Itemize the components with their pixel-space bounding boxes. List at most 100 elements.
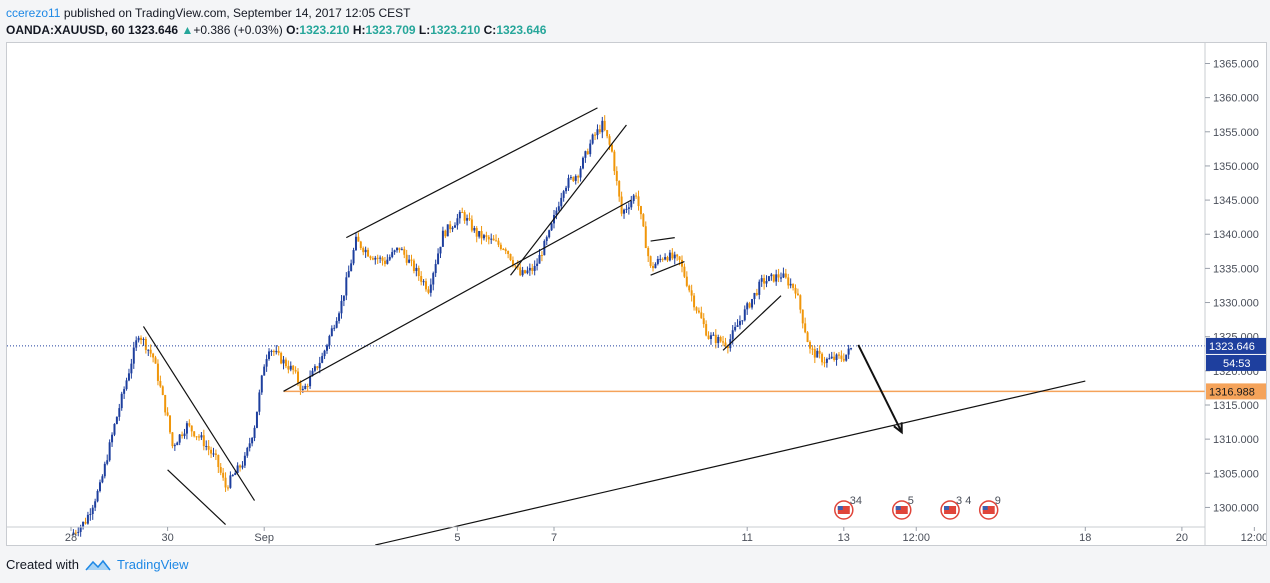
candle-body xyxy=(451,227,454,230)
candle-body xyxy=(606,130,609,137)
candle-body xyxy=(734,326,737,331)
candle-body xyxy=(823,362,826,364)
candle-body xyxy=(299,382,302,390)
candle-body xyxy=(654,263,657,269)
candle-body xyxy=(193,431,196,437)
low-label: L: xyxy=(418,23,431,37)
candle-body xyxy=(91,507,94,515)
candle-body xyxy=(149,349,152,354)
candle-body xyxy=(748,303,751,308)
candle-body xyxy=(649,256,652,266)
y-tick-label: 1360.000 xyxy=(1213,93,1259,105)
candle-body xyxy=(396,247,399,251)
candle-body xyxy=(210,449,213,454)
channel-upper xyxy=(346,107,598,239)
candle-body xyxy=(400,249,403,251)
candle-body xyxy=(169,415,172,433)
chart-frame[interactable]: 34 5 3 4 9 1300.000 1305.000 1310.000 1315.000… xyxy=(6,42,1267,546)
candle-body xyxy=(613,151,616,172)
candle-body xyxy=(743,309,746,321)
x-tick-label: 11 xyxy=(741,532,752,544)
candle-body xyxy=(408,259,411,263)
candle-body xyxy=(164,394,167,413)
candle-body xyxy=(101,476,104,483)
tradingview-brand-link[interactable]: TradingView xyxy=(116,557,189,572)
candle-body xyxy=(347,271,350,278)
candle-body xyxy=(415,267,418,271)
candle-body xyxy=(789,283,792,286)
candle-body xyxy=(572,177,575,181)
candle-body xyxy=(325,345,328,351)
candle-body xyxy=(596,129,599,136)
candle-body xyxy=(837,354,840,356)
candle-body xyxy=(825,358,828,363)
candle-body xyxy=(804,323,807,333)
x-tick-label: Sep xyxy=(254,532,274,544)
candle-body xyxy=(173,445,176,447)
candle-body xyxy=(830,356,833,359)
tradingview-logo-icon xyxy=(85,559,111,570)
candle-body xyxy=(736,325,739,327)
candle-body xyxy=(656,259,659,264)
flag-lower xyxy=(650,261,685,276)
candle-body xyxy=(125,380,128,390)
candle-body xyxy=(637,196,640,207)
candle-body xyxy=(77,531,80,533)
y-tick-label: 1300.000 xyxy=(1213,502,1259,514)
last-price-label: 1323.646 xyxy=(1209,341,1255,353)
change-value: +0.386 (+0.03%) xyxy=(193,23,283,37)
candle-body xyxy=(231,475,234,477)
candle-body xyxy=(724,342,727,347)
candle-body xyxy=(333,327,336,329)
candle-body xyxy=(652,265,655,269)
candle-body xyxy=(584,151,587,158)
candle-body xyxy=(639,206,642,215)
chart-header: ccerezo11 published on TradingView.com, … xyxy=(6,4,410,22)
candle-body xyxy=(388,257,391,260)
candle-body xyxy=(200,435,203,438)
candle-body xyxy=(437,253,440,265)
candle-body xyxy=(188,423,191,426)
candle-body xyxy=(705,324,708,336)
candle-body xyxy=(567,178,570,188)
x-tick-label: 28 xyxy=(65,532,77,544)
candle-body xyxy=(357,236,360,242)
candle-body xyxy=(284,359,287,367)
candle-body xyxy=(666,257,669,261)
symbol-label[interactable]: OANDA:XAUUSD, 60 xyxy=(6,23,125,37)
candle-body xyxy=(292,365,295,371)
candle-body xyxy=(813,349,816,358)
candle-body xyxy=(480,231,483,239)
candle-body xyxy=(671,252,674,259)
candle-body xyxy=(591,134,594,144)
candle-body xyxy=(799,295,802,310)
candle-body xyxy=(224,477,227,488)
candle-body xyxy=(690,290,693,296)
candle-body xyxy=(594,134,597,136)
price-chart[interactable]: 34 5 3 4 9 1300.000 1305.000 1310.000 1315.000… xyxy=(7,43,1266,545)
candle-body xyxy=(265,359,268,367)
candle-body xyxy=(461,212,464,214)
candle-body xyxy=(113,424,116,435)
candle-body xyxy=(280,352,283,364)
candle-body xyxy=(536,263,539,266)
candle-body xyxy=(152,353,155,358)
candle-body xyxy=(429,284,432,293)
candle-body xyxy=(393,250,396,253)
candle-body xyxy=(427,289,430,293)
candle-body xyxy=(632,195,635,202)
candle-body xyxy=(545,237,548,241)
candle-body xyxy=(482,235,485,239)
candle-body xyxy=(770,274,773,277)
candle-body xyxy=(441,230,444,247)
candle-body xyxy=(127,373,130,381)
candle-body xyxy=(282,359,285,364)
author-link[interactable]: ccerezo11 xyxy=(6,6,61,20)
candle-body xyxy=(702,318,705,325)
candle-body xyxy=(627,207,630,209)
candle-body xyxy=(253,427,256,438)
candle-body xyxy=(514,265,517,267)
candle-body xyxy=(335,320,338,328)
candle-body xyxy=(697,310,700,313)
candle-body xyxy=(521,270,524,276)
